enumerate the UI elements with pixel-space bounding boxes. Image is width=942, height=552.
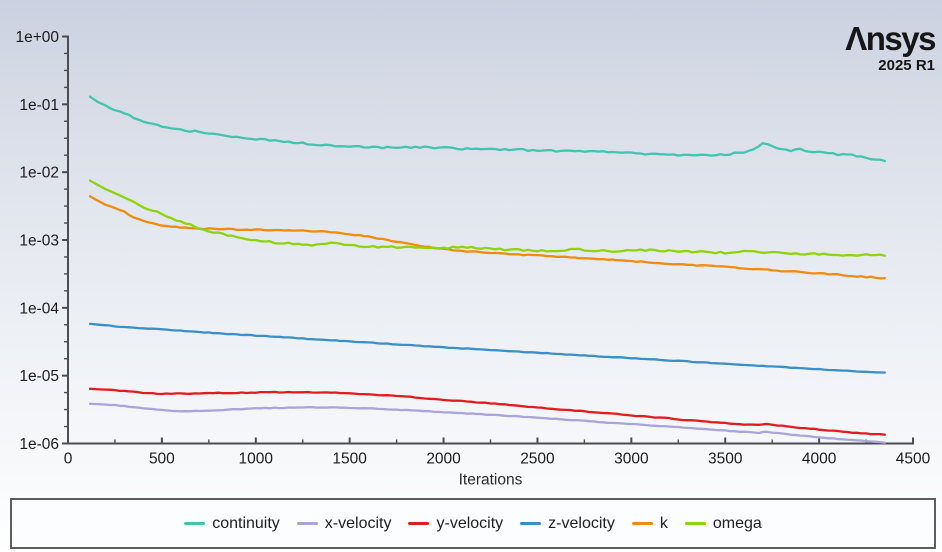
x-tick-label: 3000: [614, 450, 649, 467]
legend-entry-x-velocity: x-velocity: [296, 514, 392, 533]
x-tick-label: 1000: [239, 450, 274, 467]
ansys-wordmark: Λnsys: [845, 20, 936, 57]
axes: [67, 35, 914, 445]
x-tick-label: 2000: [426, 450, 461, 467]
legend-label-x-velocity: x-velocity: [324, 514, 392, 532]
residuals-chart: 1e+00 1e-01 1e-02 1e-03 1e-04 1e-05 1e-06 0 500 1…: [15, 29, 931, 488]
series-omega: [88, 179, 886, 257]
legend-swatch-omega: [684, 522, 706, 525]
x-tick-label: 2500: [520, 450, 555, 467]
series-k: [88, 195, 886, 280]
y-tick-label: 1e-02: [19, 165, 59, 182]
x-tick-label: 4000: [802, 450, 837, 467]
x-tick-label: 3500: [708, 450, 743, 467]
legend-entry-continuity: continuity: [184, 515, 280, 533]
legend-entry-y-velocity: y-velocity: [408, 515, 503, 533]
series-y-velocity: [88, 387, 886, 436]
y-tick-label: 1e-06: [19, 436, 59, 453]
y-tick-label: 1e-05: [19, 368, 59, 385]
series-x-velocity: [88, 402, 886, 444]
x-tick-label: 500: [149, 450, 175, 467]
x-tick-label: 4500: [896, 450, 931, 467]
legend-swatch-k: [631, 522, 653, 525]
legend-entry-omega: omega: [684, 514, 762, 533]
legend-label-z-velocity: z-velocity: [548, 514, 615, 532]
legend-swatch-z-velocity: [520, 522, 542, 525]
y-tick-label: 1e-03: [19, 232, 59, 249]
legend: continuity x-velocity y-velocity z-velocity…: [10, 498, 936, 549]
x-axis-title: Iterations: [459, 471, 523, 488]
legend-label-k: k: [659, 514, 668, 532]
legend-swatch-y-velocity: [408, 522, 430, 525]
legend-swatch-continuity: [184, 522, 206, 525]
legend-label-y-velocity: y-velocity: [436, 514, 504, 532]
ansys-release: 2025 R1: [878, 57, 935, 74]
legend-label-omega: omega: [712, 514, 762, 532]
y-tick-label: 1e-04: [19, 300, 59, 317]
series-z-velocity: [88, 322, 886, 374]
legend-swatch-x-velocity: [296, 522, 318, 525]
y-tick-label: 1e-01: [19, 97, 59, 114]
series-continuity: [88, 95, 886, 163]
legend-entry-z-velocity: z-velocity: [520, 515, 615, 533]
x-tick-label: 0: [64, 450, 73, 467]
ansys-logo: Λnsys 2025 R1: [845, 20, 936, 74]
y-tick-label: 1e+00: [15, 29, 59, 46]
x-tick-label: 1500: [332, 450, 367, 467]
legend-label-continuity: continuity: [212, 514, 280, 532]
legend-entry-k: k: [631, 514, 668, 533]
